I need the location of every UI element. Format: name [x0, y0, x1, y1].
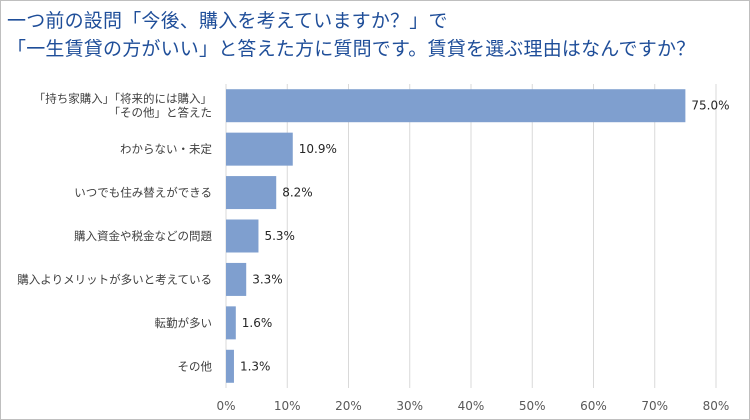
category-label-6: その他 — [178, 359, 213, 373]
category-label-0-line-0: 「持ち家購入」「将来的には購入」 — [34, 92, 212, 106]
category-label-3: 購入資金や税金などの問題 — [74, 229, 212, 243]
x-tick-label-2: 20% — [335, 399, 362, 413]
value-label-2: 8.2% — [282, 186, 313, 200]
x-tick-label-6: 60% — [580, 399, 607, 413]
value-label-5: 1.6% — [242, 316, 272, 330]
x-tick-label-8: 80% — [703, 399, 730, 413]
value-label-1: 10.9% — [299, 142, 337, 156]
x-tick-label-0: 0% — [216, 399, 235, 413]
bar-2 — [226, 176, 277, 210]
category-label-4: 購入よりメリットが多いと考えている — [17, 272, 212, 286]
value-label-6: 1.3% — [240, 359, 271, 373]
value-label-3: 5.3% — [264, 229, 295, 243]
value-label-0: 75.0% — [691, 99, 729, 113]
bar-6 — [226, 349, 234, 383]
x-tick-label-1: 10% — [274, 399, 301, 413]
x-tick-label-5: 50% — [519, 399, 546, 413]
x-tick-label-7: 70% — [641, 399, 668, 413]
category-label-1: わからない・未定 — [120, 142, 212, 156]
bar-4 — [226, 262, 247, 296]
bar-1 — [226, 132, 293, 166]
x-tick-label-4: 40% — [458, 399, 485, 413]
chart-title-line-1: 一つ前の設問「今後、購入を考えていますか？」で — [7, 10, 448, 32]
value-label-4: 3.3% — [252, 272, 283, 286]
chart-title: 一つ前の設問「今後、購入を考えていますか？」で 「一生賃貸の方がいい」と答えた方… — [7, 7, 742, 63]
x-tick-label-3: 30% — [396, 399, 423, 413]
bar-0 — [226, 89, 686, 123]
category-label-0-line-1: 「その他」と答えた — [109, 106, 213, 120]
bar-3 — [226, 219, 259, 253]
category-label-2: いつでも住み替えができる — [74, 186, 212, 200]
category-label-5: 転勤が多い — [155, 316, 213, 330]
bar-5 — [226, 306, 236, 340]
chart-title-line-2: 「一生賃貸の方がいい」と答えた方に質問です。賃貸を選ぶ理由はなんですか？ — [7, 38, 696, 60]
